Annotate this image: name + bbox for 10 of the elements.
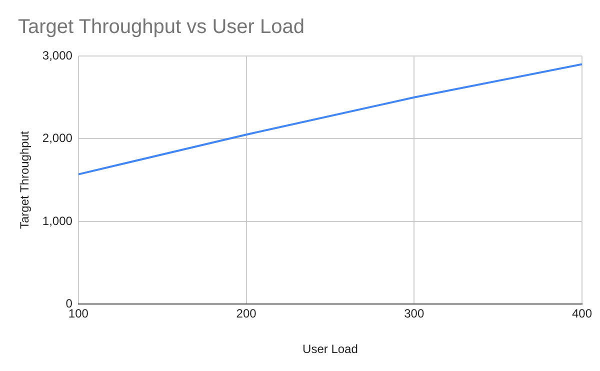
x-axis-title: User Load [302, 342, 358, 356]
y-tick-label: 3,000 [42, 48, 73, 62]
x-tick-label: 300 [404, 306, 424, 321]
chart-title: Target Throughput vs User Load [18, 16, 304, 39]
x-tick-label: 400 [572, 306, 592, 321]
y-axis-title: Target Throughput [18, 130, 32, 230]
x-tick-label: 200 [236, 306, 257, 321]
y-tick-label: 2,000 [42, 131, 73, 146]
x-tick-label: 100 [68, 306, 89, 321]
y-tick-label: 1,000 [42, 214, 73, 228]
